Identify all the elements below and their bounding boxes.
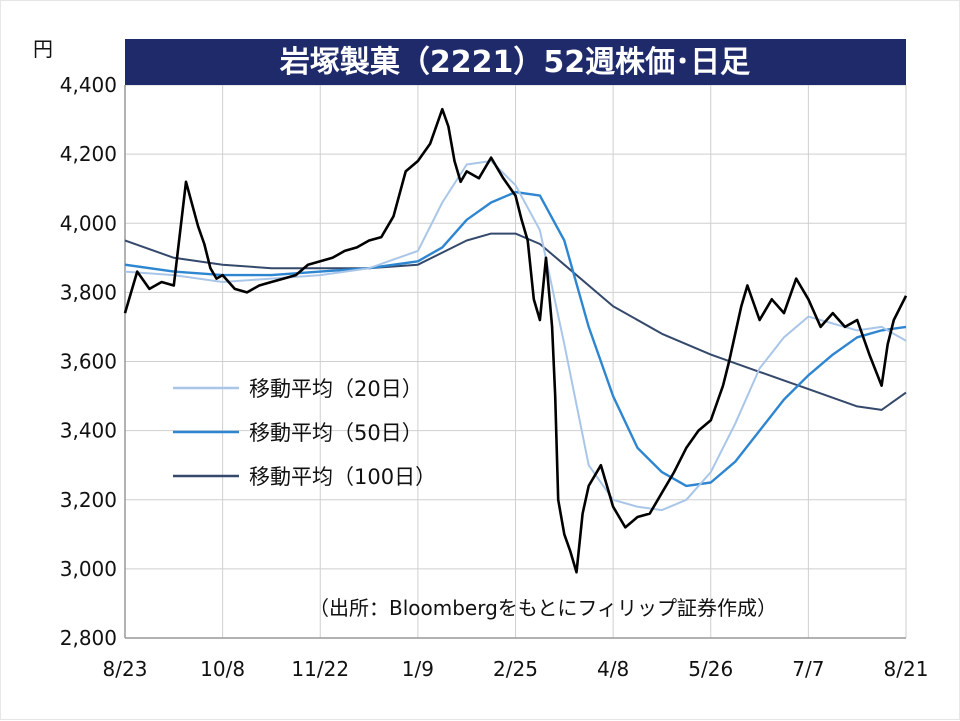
grid-layer (124, 84, 907, 639)
y-tick-label: 4,400 (60, 73, 117, 97)
x-tick-label: 1/9 (402, 657, 434, 681)
y-tick-label: 4,200 (60, 142, 117, 166)
y-tick-label: 3,000 (60, 557, 117, 581)
x-tick-label: 11/22 (291, 657, 349, 681)
legend-label-ma20: 移動平均（20日） (249, 377, 423, 401)
y-tick-label: 4,000 (60, 211, 117, 235)
legend-label-ma100: 移動平均（100日） (249, 465, 436, 489)
series-line-ma50 (124, 190, 907, 488)
x-tick-label: 5/26 (688, 657, 733, 681)
x-tick-label: 10/8 (200, 657, 245, 681)
chart-title: 岩塚製菓（2221）52週株価･日足 (280, 45, 750, 80)
series-line-ma20 (124, 160, 907, 512)
legend: 移動平均（20日） 移動平均（50日） 移動平均（100日） (173, 377, 436, 489)
legend-label-ma50: 移動平均（50日） (249, 421, 423, 445)
x-tick-label: 2/25 (493, 657, 538, 681)
chart-title-banner: 岩塚製菓（2221）52週株価･日足 (125, 39, 906, 85)
y-tick-labels: 2,800 3,000 3,200 3,400 3,600 3,800 4,000 4,200… (60, 73, 117, 650)
series-line-price (123, 107, 908, 574)
series-layer (123, 107, 908, 574)
y-tick-label: 3,400 (60, 419, 117, 443)
y-tick-label: 3,200 (60, 488, 117, 512)
y-unit-label: 円 (33, 37, 53, 61)
y-tick-label: 3,600 (60, 350, 117, 374)
x-tick-label: 7/7 (792, 657, 824, 681)
x-tick-labels: 8/23 10/8 11/22 1/9 2/25 4/8 5/26 7/7 8/21 (103, 657, 929, 681)
source-note: （出所：Bloombergをもとにフィリップ証券作成） (309, 596, 777, 620)
x-tick-label: 8/21 (884, 657, 929, 681)
x-tick-label: 4/8 (597, 657, 629, 681)
y-tick-label: 3,800 (60, 280, 117, 304)
y-tick-label: 2,800 (60, 626, 117, 650)
x-tick-label: 8/23 (103, 657, 148, 681)
title-background (125, 39, 906, 85)
